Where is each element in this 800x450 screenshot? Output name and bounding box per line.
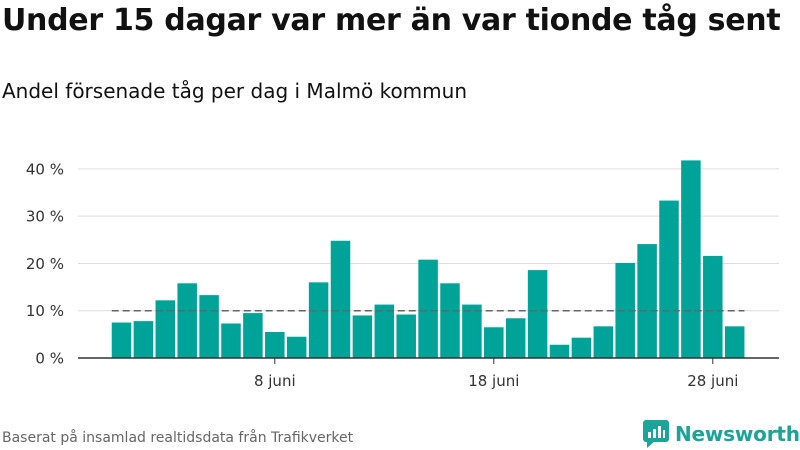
y-tick-label: 40 % [26,160,64,178]
y-tick-label: 20 % [26,255,64,273]
bar [133,321,154,358]
bar [615,262,635,358]
bar [177,283,197,358]
bar [330,240,351,358]
bar-chart: 0 % 10 % 20 % 30 % 40 % 8 juni 18 juni 28 juni [26,160,779,390]
bar [681,160,701,358]
bar [265,332,285,358]
brand-logo: Newsworthy [643,419,800,449]
bar [440,283,460,358]
bar [418,259,438,358]
bar [484,327,504,358]
y-tick-label: 0 % [35,350,64,368]
bar [505,318,526,358]
bar [308,282,329,358]
bar [462,304,482,358]
bar [549,344,570,358]
bar [396,314,416,358]
bar [155,300,176,358]
bar [571,337,592,358]
x-tick-label: 28 juni [687,372,738,390]
brand-name: Newsworthy [675,422,800,446]
chart-subtitle: Andel försenade tåg per dag i Malmö komm… [2,79,467,103]
y-tick-label: 30 % [26,208,64,226]
bar [286,336,307,358]
x-tick-label: 18 juni [468,372,519,390]
bar [221,323,241,358]
bar [199,295,219,358]
y-tick-label: 10 % [26,302,64,320]
bar [637,244,657,358]
bar [659,200,679,358]
source-note: Baserat på insamlad realtidsdata från Tr… [2,430,354,446]
bar [703,255,723,358]
bar [352,315,373,358]
chart-title: Under 15 dagar var mer än var tionde tåg… [2,3,781,38]
x-tick-label: 8 juni [254,372,296,390]
bars [111,160,745,358]
newsworthy-logo-icon [643,420,669,448]
bar [724,326,745,358]
bar [374,304,395,358]
y-axis-labels: 0 % 10 % 20 % 30 % 40 % [26,160,64,367]
x-axis-labels: 8 juni 18 juni 28 juni [254,358,738,390]
bar [527,270,548,358]
bar [593,326,614,358]
bar [243,313,263,358]
bar [111,322,132,358]
